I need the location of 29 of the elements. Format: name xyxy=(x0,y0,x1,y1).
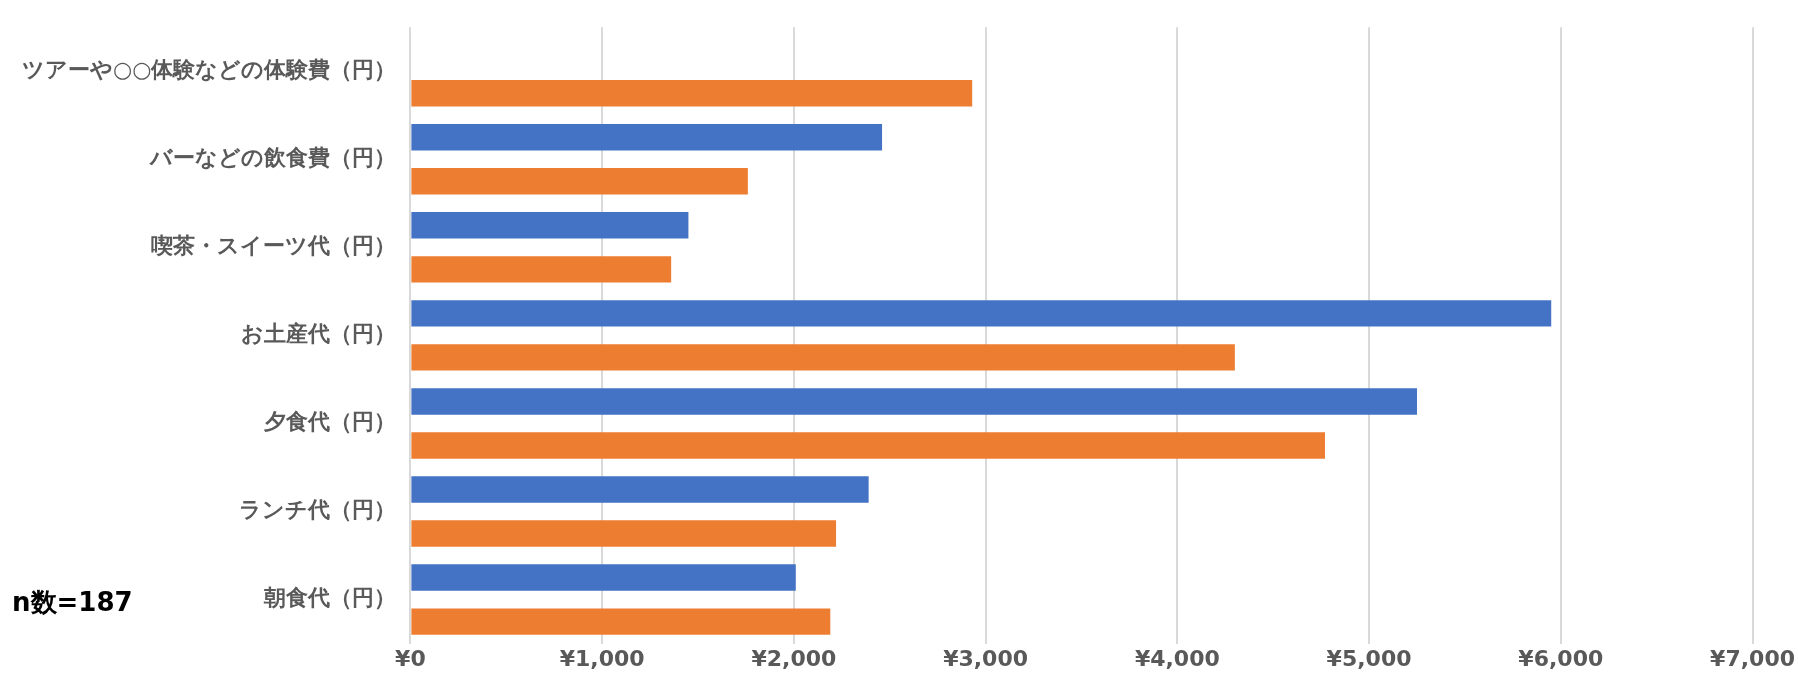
y-tick-label: ツアーや○○体験などの体験費（円） xyxy=(21,56,397,82)
x-tick-label: ¥0 xyxy=(395,645,426,671)
bar xyxy=(411,432,1325,459)
x-tick-label: ¥7,000 xyxy=(1710,645,1796,671)
y-tick-label: 朝食代（円） xyxy=(263,585,397,611)
x-tick-label: ¥2,000 xyxy=(751,645,837,671)
bar xyxy=(411,168,748,195)
y-tick-label: 喫茶・スイーツ代（円） xyxy=(151,233,397,259)
x-tick-label: ¥4,000 xyxy=(1134,645,1220,671)
bar xyxy=(411,388,1418,415)
y-tick-label: ランチ代（円） xyxy=(239,497,397,523)
x-tick-label: ¥5,000 xyxy=(1326,645,1412,671)
bar xyxy=(411,300,1552,327)
bar xyxy=(411,344,1235,371)
x-tick-label: ¥6,000 xyxy=(1518,645,1604,671)
bar xyxy=(411,520,837,547)
bar xyxy=(411,256,672,283)
x-tick-label: ¥3,000 xyxy=(943,645,1029,671)
bar xyxy=(411,608,831,635)
bar xyxy=(411,476,869,503)
bar xyxy=(411,124,883,151)
text: n数=187 xyxy=(12,586,133,617)
bar xyxy=(411,212,689,239)
bar xyxy=(411,564,796,591)
y-tick-label: バーなどの飲食費（円） xyxy=(148,145,397,170)
bar xyxy=(411,80,973,107)
y-tick-label: お土産代（円） xyxy=(241,321,397,347)
x-tick-label: ¥1,000 xyxy=(559,645,645,671)
y-tick-label: 夕食代（円） xyxy=(263,409,397,435)
